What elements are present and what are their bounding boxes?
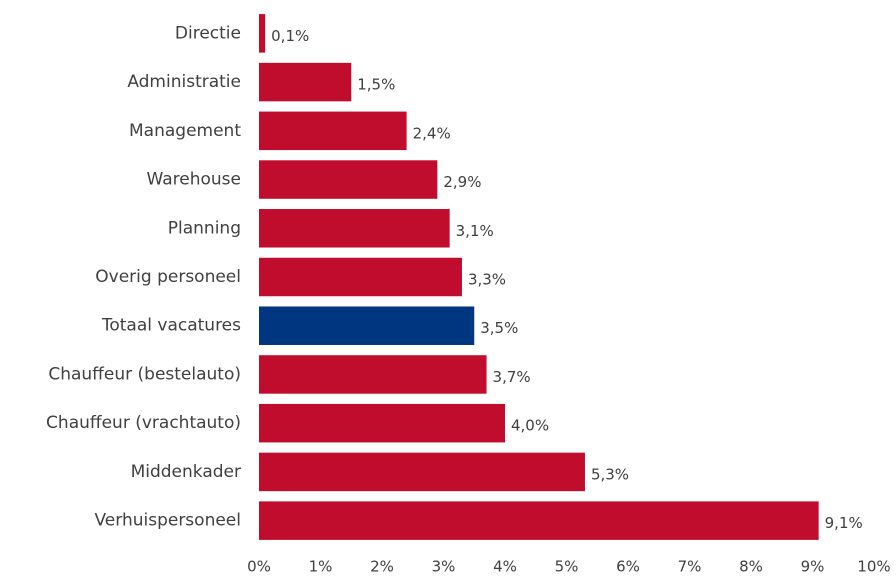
- value-label: 2,9%: [443, 173, 481, 191]
- bar: [259, 257, 462, 297]
- bar: [259, 209, 450, 248]
- bar: [259, 452, 585, 492]
- y-tick-label: Management: [129, 121, 241, 141]
- x-tick-label: 1%: [309, 558, 333, 576]
- value-label: 5,3%: [591, 465, 629, 483]
- value-label: 3,7%: [493, 368, 531, 386]
- y-tick-label: Chauffeur (bestelauto): [48, 364, 241, 384]
- y-tick-label: Middenkader: [131, 462, 241, 482]
- x-tick-label: 5%: [555, 558, 579, 576]
- x-tick-label: 8%: [739, 558, 763, 576]
- x-tick-label: 6%: [616, 558, 640, 576]
- y-tick-label: Planning: [168, 218, 241, 238]
- x-tick-label: 9%: [801, 558, 825, 576]
- bar: [259, 501, 819, 540]
- value-label: 9,1%: [825, 514, 863, 532]
- x-tick-label: 4%: [493, 558, 517, 576]
- bar: [259, 14, 266, 53]
- y-tick-label: Totaal vacatures: [101, 316, 241, 336]
- x-tick-label: 3%: [432, 558, 456, 576]
- y-tick-label: Chauffeur (vrachtauto): [46, 413, 241, 433]
- x-tick-label: 10%: [857, 558, 890, 576]
- value-label: 0,1%: [271, 27, 309, 45]
- x-tick-label: 2%: [370, 558, 394, 576]
- value-label: 2,4%: [413, 124, 451, 142]
- y-tick-label: Overig personeel: [95, 267, 241, 287]
- value-label: 3,3%: [468, 271, 506, 289]
- y-tick-label: Directie: [175, 23, 241, 43]
- y-tick-label: Warehouse: [147, 170, 241, 190]
- bar: [259, 306, 475, 345]
- value-label: 1,5%: [357, 76, 395, 94]
- bar: [259, 403, 505, 443]
- bar: [259, 111, 407, 151]
- y-tick-label: Verhuispersoneel: [94, 511, 241, 531]
- value-label: 4,0%: [511, 417, 549, 435]
- x-tick-label: 0%: [247, 558, 271, 576]
- bar: [259, 62, 352, 102]
- value-label: 3,1%: [456, 222, 494, 240]
- value-label: 3,5%: [480, 319, 518, 337]
- y-tick-label: Administratie: [127, 72, 241, 92]
- bar: [259, 355, 487, 394]
- x-tick-label: 7%: [678, 558, 702, 576]
- bar: [259, 160, 438, 199]
